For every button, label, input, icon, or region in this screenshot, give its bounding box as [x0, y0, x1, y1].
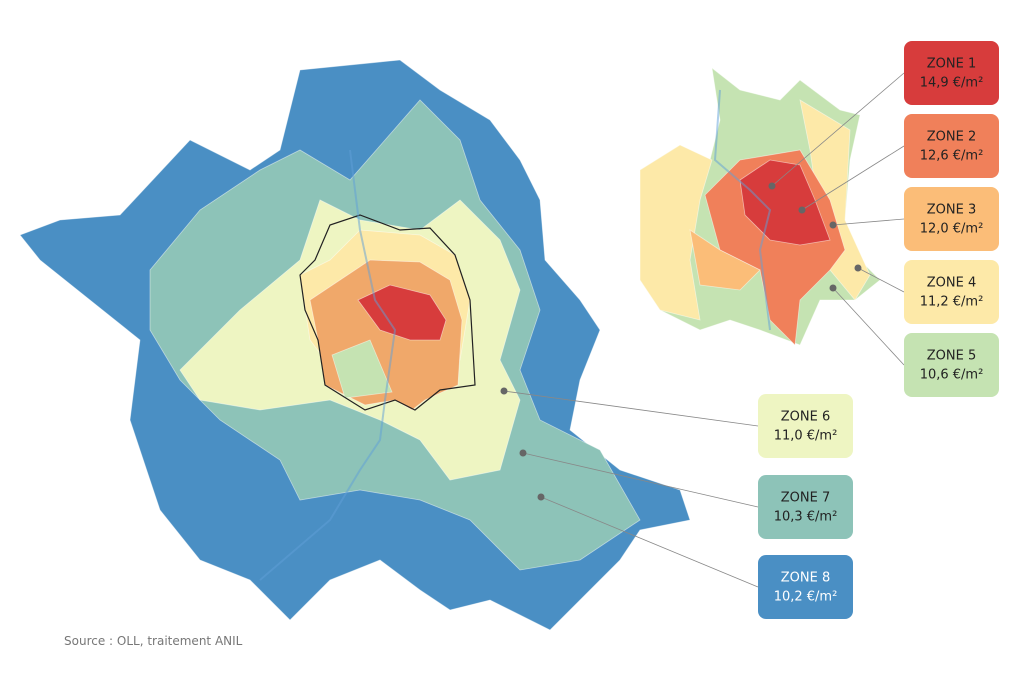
leader-dot	[500, 387, 508, 395]
zone-name: ZONE 5	[927, 349, 976, 364]
leader-dot	[519, 449, 527, 457]
leader-line	[771, 72, 905, 187]
zone-box	[904, 333, 999, 397]
zone-box	[758, 394, 853, 458]
zone-price: 10,6 €/m²	[920, 368, 984, 383]
leader-line	[540, 496, 759, 588]
leader-dot	[768, 182, 776, 190]
leader-line	[832, 287, 905, 366]
zone-name: ZONE 1	[927, 57, 976, 72]
leaders	[500, 72, 905, 588]
leader-dot	[537, 493, 545, 501]
leader-dot	[829, 284, 837, 292]
zone-price: 12,6 €/m²	[920, 149, 984, 164]
zone-price: 10,2 €/m²	[774, 590, 838, 605]
zone-name: ZONE 4	[927, 276, 976, 291]
zone-name: ZONE 2	[927, 130, 976, 145]
leader-line	[857, 267, 905, 293]
leader-line	[832, 218, 905, 226]
zone-legend: ZONE 1 14,9 €/m² ZONE 2 12,6 €/m² ZONE 3 12,0…	[758, 41, 999, 619]
leader-line	[801, 145, 905, 211]
zone-box	[758, 475, 853, 539]
zone-price: 11,2 €/m²	[920, 295, 984, 310]
zone-box	[904, 41, 999, 105]
zone-box	[758, 555, 853, 619]
city-map	[639, 67, 881, 346]
zone-box	[904, 260, 999, 324]
leader-line	[503, 390, 759, 427]
zone-price: 10,3 €/m²	[774, 510, 838, 525]
zone-name: ZONE 8	[781, 571, 830, 586]
zone-name: ZONE 6	[781, 410, 830, 425]
zone-name: ZONE 7	[781, 491, 830, 506]
zone-price: 14,9 €/m²	[920, 76, 984, 91]
zone-price: 11,0 €/m²	[774, 429, 838, 444]
leader-dot	[798, 206, 806, 214]
zone-name: ZONE 3	[927, 203, 976, 218]
leader-dot	[854, 264, 862, 272]
zone-box	[904, 187, 999, 251]
leader-line	[522, 452, 759, 508]
agglomeration-map	[19, 59, 691, 631]
zone-price: 12,0 €/m²	[920, 222, 984, 237]
zone-box	[904, 114, 999, 178]
leader-dot	[829, 221, 837, 229]
source-note: Source : OLL, traitement ANIL	[64, 634, 243, 648]
